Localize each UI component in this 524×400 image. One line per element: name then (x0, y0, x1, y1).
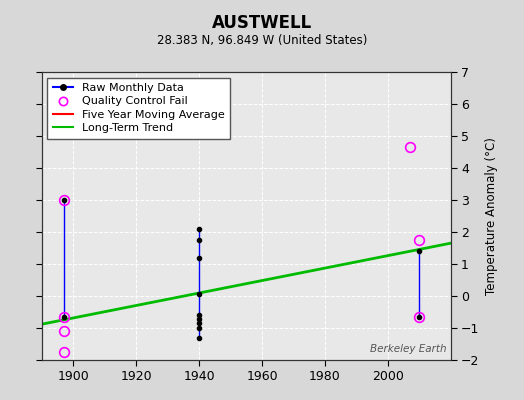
Y-axis label: Temperature Anomaly (°C): Temperature Anomaly (°C) (485, 137, 498, 295)
Text: Berkeley Earth: Berkeley Earth (370, 344, 446, 354)
Text: AUSTWELL: AUSTWELL (212, 14, 312, 32)
Legend: Raw Monthly Data, Quality Control Fail, Five Year Moving Average, Long-Term Tren: Raw Monthly Data, Quality Control Fail, … (48, 78, 230, 139)
Text: 28.383 N, 96.849 W (United States): 28.383 N, 96.849 W (United States) (157, 34, 367, 47)
